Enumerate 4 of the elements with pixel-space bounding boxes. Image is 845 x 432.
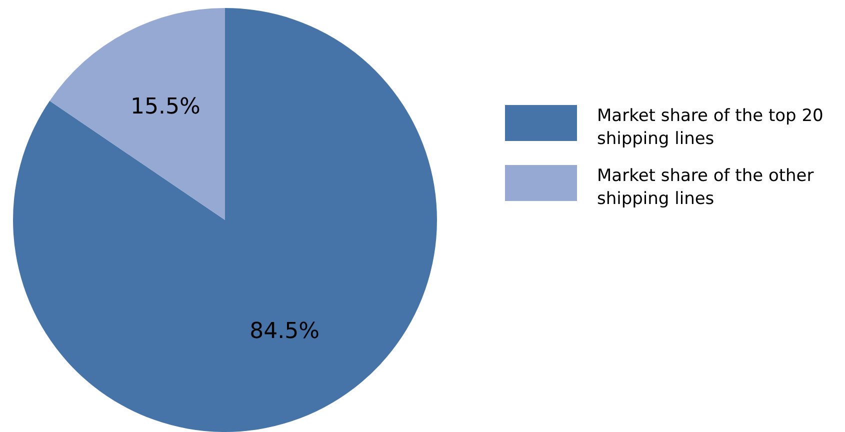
legend-label: Market share of the other shipping lines (597, 165, 815, 211)
data-label: 15.5% (130, 94, 200, 120)
legend-label: Market share of the top 20 shipping lines (597, 105, 824, 151)
data-label: 84.5% (250, 319, 320, 344)
